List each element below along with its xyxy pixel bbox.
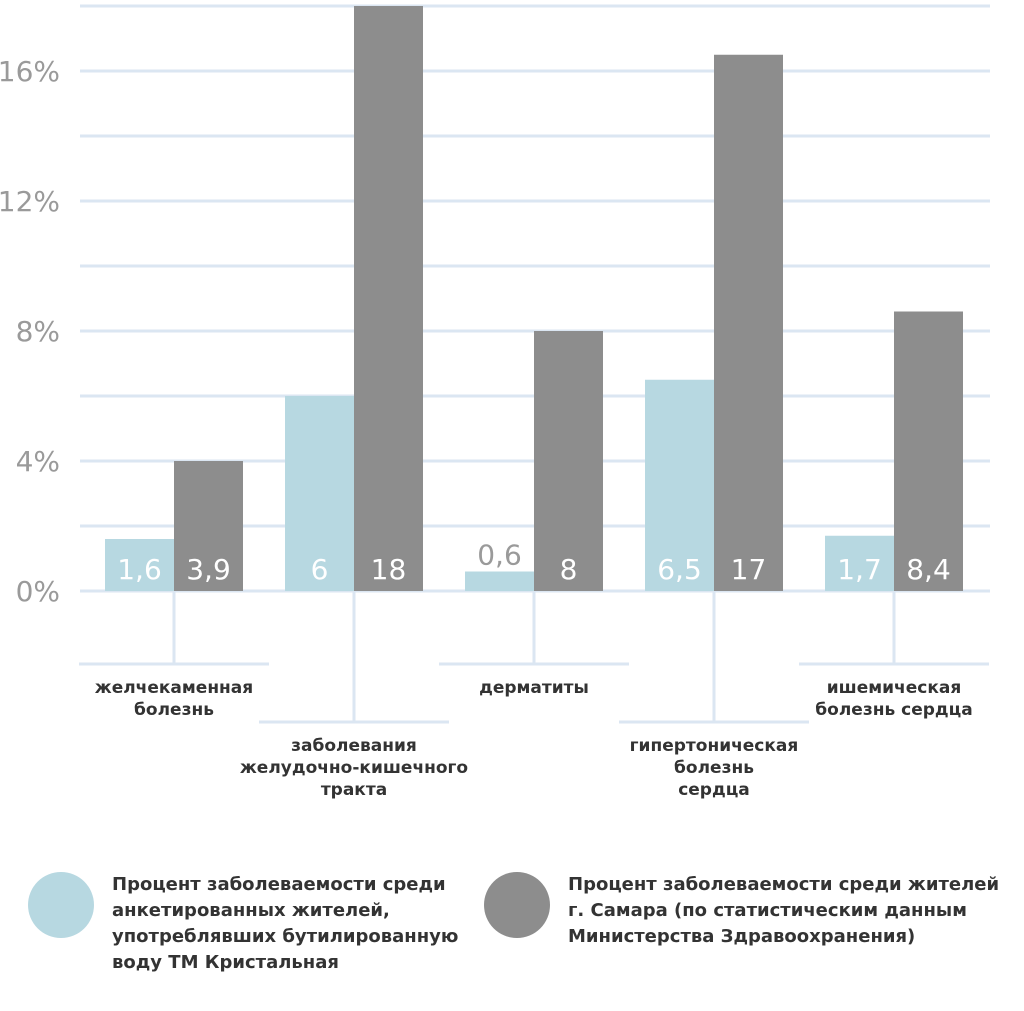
bar-value-label: 8 [560, 553, 578, 586]
category-label: гипертоническая болезнь сердца [630, 736, 799, 800]
legend-swatch-light-blue [28, 872, 94, 938]
legend-label-samara: Процент заболеваемости среди жителей г. … [568, 874, 1000, 947]
bar-chart: 0% 4% 8% 12% 16% 1,6 6 0,6 6,5 1,7 3,9 18 8 17 8,4 же… [0, 4, 990, 800]
bar-bottled-water [285, 396, 354, 591]
legend-item-bottled-water: Процент заболеваемости среди анкетирован… [28, 872, 478, 976]
bar-samara [174, 461, 243, 591]
y-tick-label: 16% [0, 55, 60, 88]
bars: 1,6 6 0,6 6,5 1,7 3,9 18 8 17 8,4 [105, 6, 963, 591]
bar-value-label: 1,7 [837, 553, 882, 586]
y-tick-label: 12% [0, 185, 60, 218]
category-label: дерматиты [479, 678, 589, 698]
legend-swatch-gray [484, 872, 550, 938]
bar-value-label: 8,4 [906, 553, 951, 586]
bar-samara [354, 6, 423, 591]
bar-bottled-water [825, 535, 894, 591]
y-tick-label: 8% [16, 315, 60, 348]
bar-samara [894, 311, 963, 591]
bar-value-label: 1,6 [117, 553, 162, 586]
bar-samara [714, 54, 783, 591]
bar-value-label: 3,9 [186, 553, 231, 586]
category-label: желчекаменная болезнь [95, 678, 253, 720]
bar-value-label: 6 [311, 553, 329, 586]
bar-bottled-water [645, 379, 714, 591]
legend-item-samara: Процент заболеваемости среди жителей г. … [484, 872, 1014, 950]
category-label: ишемическая болезнь сердца [815, 678, 972, 720]
y-axis-ticks: 0% 4% 8% 12% 16% [0, 55, 60, 608]
bar-value-label: 18 [371, 553, 407, 586]
category-label: заболевания желудочно-кишечного тракта [240, 736, 468, 800]
bar-bottled-water [105, 539, 174, 591]
legend-label-bottled-water: Процент заболеваемости среди анкетирован… [112, 874, 459, 973]
category-labels: желчекаменная болезнь заболевания желудочно… [79, 591, 989, 800]
y-tick-label: 4% [16, 445, 60, 478]
bar-samara [534, 331, 603, 591]
bar-bottled-water [465, 571, 534, 591]
bar-value-label: 6,5 [657, 553, 702, 586]
bar-value-label: 17 [731, 553, 767, 586]
bar-value-label: 0,6 [477, 539, 522, 572]
y-tick-label: 0% [16, 575, 60, 608]
